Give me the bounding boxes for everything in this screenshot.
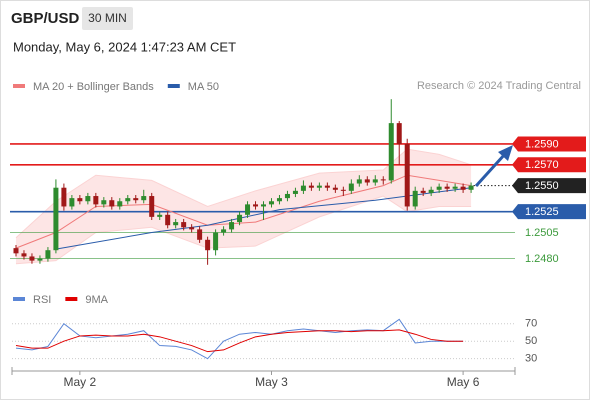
- candle-body: [117, 201, 123, 207]
- legend-label: 9MA: [85, 294, 108, 306]
- candle-body: [37, 258, 43, 261]
- y-tick-label: 50: [525, 335, 537, 347]
- legend-swatch: [13, 84, 25, 88]
- candle-body: [77, 198, 83, 202]
- candle-body: [324, 185, 330, 188]
- candle-body: [420, 190, 426, 193]
- candle-body: [125, 198, 131, 202]
- candle-body: [197, 229, 203, 240]
- candle-body: [261, 204, 266, 207]
- bollinger-upper: [15, 148, 472, 239]
- y-tick-label: 30: [525, 353, 537, 365]
- level-label: 1.2505: [525, 227, 559, 239]
- candle-body: [69, 198, 75, 207]
- candle-body: [101, 200, 107, 205]
- candle-body: [436, 186, 442, 190]
- level-label: 1.2480: [525, 253, 559, 265]
- x-tick-label: May 6: [447, 375, 480, 389]
- candle-body: [468, 185, 474, 190]
- candle-body: [93, 196, 99, 205]
- forecast-arrowhead: [498, 145, 513, 161]
- level-label: 1.2525: [525, 206, 559, 218]
- timeframe-pill: [82, 7, 133, 30]
- candle-body: [85, 196, 91, 202]
- candle-body: [268, 201, 274, 205]
- candle-body: [109, 200, 115, 207]
- candle-body: [21, 253, 27, 257]
- candle-body: [356, 179, 362, 184]
- level-label: 1.2590: [525, 138, 559, 150]
- candle-body: [276, 198, 282, 202]
- level-box: [512, 204, 586, 220]
- candle-body: [173, 222, 179, 226]
- candle-body: [380, 179, 386, 181]
- level-label: 1.2570: [525, 159, 559, 171]
- candle-body: [141, 196, 147, 201]
- bollinger-lower: [15, 195, 472, 265]
- candle-body: [372, 179, 378, 183]
- level-box: [512, 157, 586, 173]
- level-label: 1.2550: [525, 180, 559, 192]
- bollinger-fill: [15, 149, 472, 264]
- source: Research © 2024 Trading Central: [417, 80, 581, 92]
- candle-body: [404, 143, 410, 207]
- candle-body: [213, 232, 219, 251]
- candle-body: [460, 186, 466, 190]
- legend-label: MA 20 + Bollinger Bands: [33, 81, 154, 93]
- timeframe: 30 MIN: [88, 11, 127, 25]
- candle-body: [165, 214, 171, 226]
- candle-body: [133, 198, 139, 201]
- indicator-line: [15, 318, 464, 360]
- x-tick-label: May 2: [64, 375, 97, 389]
- y-tick-label: 70: [525, 318, 537, 330]
- x-tick-label: May 3: [255, 375, 288, 389]
- candle-body: [316, 185, 322, 188]
- candle-body: [157, 214, 163, 217]
- candle-body: [229, 222, 235, 230]
- candle-body: [45, 250, 51, 259]
- legend-label: MA 50: [188, 81, 219, 93]
- candle-body: [181, 222, 187, 228]
- indicator-line: [15, 329, 464, 353]
- candle-body: [13, 248, 19, 254]
- candle-body: [237, 214, 243, 223]
- candle-body: [189, 227, 195, 230]
- forecast-arrow: [474, 152, 507, 188]
- candle-body: [332, 187, 338, 190]
- candle-body: [412, 190, 418, 207]
- legend-label: RSI: [33, 294, 51, 306]
- candle-body: [348, 183, 354, 191]
- candle-body: [452, 186, 458, 189]
- candle-body: [284, 193, 290, 199]
- datetime: Monday, May 6, 2024 1:47:23 AM CET: [13, 39, 236, 54]
- candle-body: [205, 239, 211, 251]
- symbol: GBP/USD: [11, 10, 80, 27]
- candle-body: [428, 189, 434, 193]
- candle-body: [444, 186, 450, 189]
- candle-body: [61, 187, 67, 207]
- candle-body: [300, 185, 306, 191]
- candle-body: [308, 185, 314, 188]
- candle-body: [149, 196, 155, 217]
- candle-body: [53, 187, 59, 251]
- moving-average: [15, 174, 472, 249]
- level-box: [512, 178, 586, 194]
- level-box: [512, 136, 586, 152]
- candle-body: [245, 204, 251, 215]
- candle-body: [364, 179, 370, 183]
- candle-body: [221, 229, 227, 233]
- legend-swatch: [13, 297, 25, 301]
- candle-body: [292, 190, 298, 194]
- candle-body: [388, 123, 394, 181]
- legend-swatch: [167, 84, 180, 88]
- candle-body: [340, 189, 346, 191]
- legend-swatch: [65, 297, 78, 301]
- candle-body: [396, 123, 402, 144]
- candle-body: [253, 204, 259, 207]
- candle-body: [29, 256, 35, 261]
